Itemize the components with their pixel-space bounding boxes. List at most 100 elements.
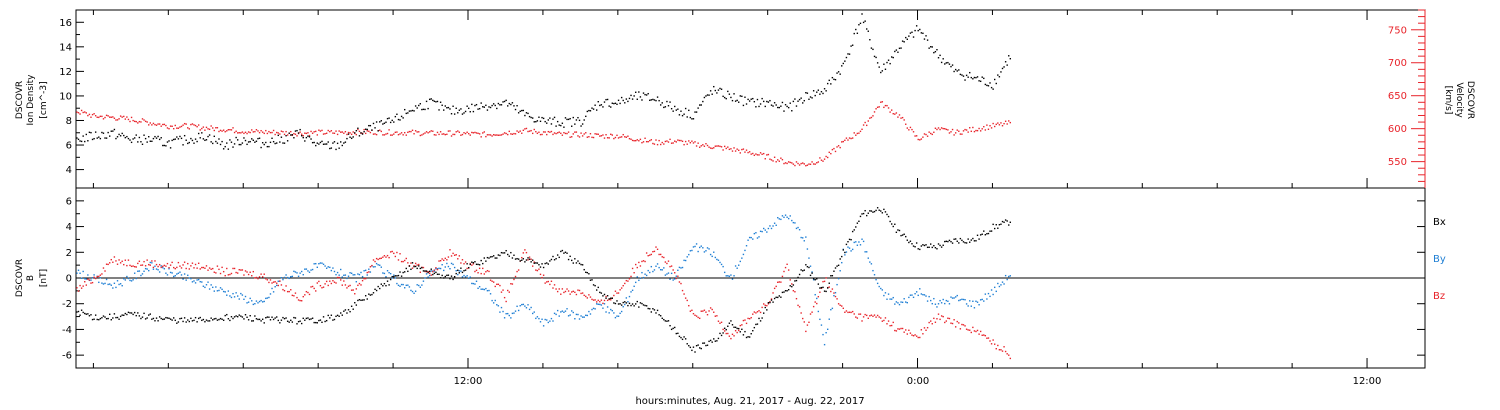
data-point-bz [862,316,865,318]
data-point-bx [502,252,504,254]
data-point-bz [870,314,873,316]
data-point-velocity [252,131,255,133]
data-point-by [210,284,212,286]
data-point-bz [567,290,570,292]
data-point-by [772,225,774,227]
data-point-bx [636,300,638,303]
data-point-by [912,296,915,299]
data-point-ion-density [486,109,489,111]
data-point-by [994,286,996,289]
data-point-bx [731,324,734,326]
data-point-ion-density [653,99,656,101]
data-point-velocity [965,129,968,131]
data-point-ion-density [895,49,898,51]
data-point-bz [736,331,738,334]
data-point-velocity [185,123,187,125]
data-point-velocity [678,139,681,142]
data-point-velocity [769,158,771,160]
data-point-by [249,297,251,300]
data-point-bx [480,259,482,262]
data-point-ion-density [944,63,946,65]
data-point-bz [569,293,571,295]
data-point-bx [864,209,866,212]
data-point-bx [510,251,512,254]
data-point-bx [177,321,180,323]
data-point-by [716,258,718,261]
data-point-bx [299,320,301,322]
data-point-bx [669,324,671,327]
data-point-ion-density [385,121,387,123]
data-point-velocity [486,134,489,136]
data-point-bz [222,270,225,273]
data-point-bz [137,262,139,265]
data-point-bz [564,290,567,293]
data-point-by [372,266,375,268]
data-point-by [951,297,954,299]
data-point-velocity [79,113,81,115]
data-point-velocity [238,132,240,134]
data-point-ion-density [950,65,952,68]
data-point-velocity [951,128,954,131]
data-point-by [739,260,741,263]
data-point-by [880,287,882,290]
data-point-bx [967,238,969,240]
data-point-bx [878,209,880,211]
data-point-bz [855,316,857,318]
data-point-velocity [210,125,212,127]
data-point-by [536,316,539,318]
data-point-velocity [96,116,98,118]
data-point-bx [318,319,320,322]
data-point-bx [207,320,209,322]
data-point-bx [254,315,256,317]
data-point-by [366,274,368,276]
data-point-velocity [524,128,526,130]
data-point-bx [204,321,206,323]
data-point-by [146,268,148,270]
data-point-by [700,245,702,247]
data-point-by [706,247,709,249]
data-point-bz [521,256,523,259]
data-point-bz [327,284,329,287]
data-point-velocity [357,128,359,131]
data-point-by [577,313,579,316]
data-point-ion-density [881,70,884,72]
data-point-bz [934,321,937,323]
data-point-bx [533,262,535,264]
data-point-ion-density [769,99,771,102]
data-point-velocity [457,130,459,132]
data-point-velocity [463,132,465,134]
data-point-ion-density [185,139,187,141]
data-point-bx [143,312,145,315]
data-point-by [984,293,987,295]
data-point-by [837,277,840,280]
data-point-bx [489,256,492,258]
data-point-bx [283,317,286,320]
data-point-bz [427,271,429,273]
data-point-ion-density [251,138,253,140]
data-point-ion-density [444,105,446,107]
data-point-bz [232,267,234,270]
data-point-velocity [157,123,159,125]
data-point-by [385,276,387,278]
data-point-bz [308,293,311,296]
data-point-ion-density [282,142,284,144]
data-point-bx [255,318,258,320]
data-point-by [396,282,398,285]
data-point-ion-density [196,140,198,143]
data-point-ion-density [848,53,851,55]
data-point-ion-density [914,29,916,32]
bottom-ylabel-line2: B [26,275,36,281]
data-point-velocity [797,162,799,165]
data-point-velocity [933,131,935,133]
data-point-bx [695,345,698,347]
data-point-velocity [168,128,170,130]
data-point-ion-density [188,141,191,144]
top-ylabel-left-line2: Ion Density [26,74,36,126]
data-point-ion-density [736,99,738,102]
data-point-velocity [380,130,382,133]
data-point-by [533,311,535,313]
data-point-bz [488,270,490,273]
data-point-bx [87,313,89,315]
data-point-ion-density [517,112,520,114]
data-point-by [332,267,334,269]
